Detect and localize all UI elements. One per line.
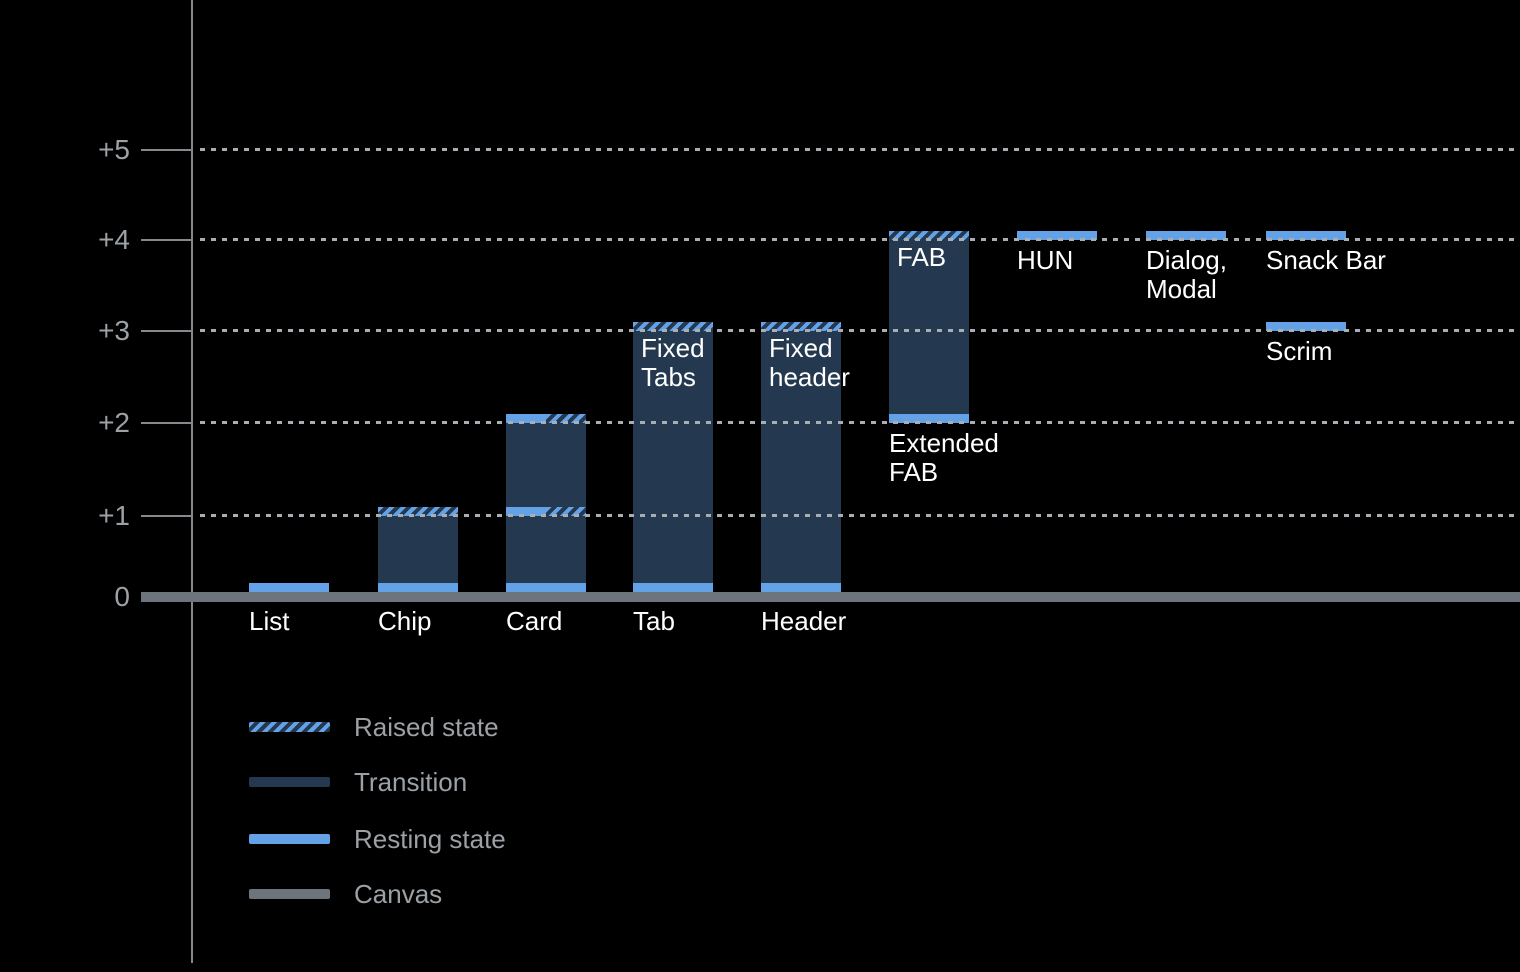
band-resting-list-l0 [249, 583, 329, 592]
legend-label-raised: Raised state [354, 712, 499, 742]
tick-mark-5 [141, 149, 193, 151]
bar-extended-fab [889, 231, 969, 423]
legend-label-resting: Resting state [354, 824, 506, 854]
gridline-5 [200, 148, 1520, 151]
legend-swatch-transition [249, 777, 330, 787]
canvas-line [141, 592, 1520, 602]
band-resting-card-l0 [506, 583, 586, 592]
band-raised-extended-fab-l4 [889, 231, 969, 240]
label-list-line: List [249, 606, 290, 636]
tick-label-4: +4 [98, 224, 130, 255]
legend-swatch-canvas [249, 889, 330, 899]
bar-header [761, 322, 841, 592]
band-raised-header-l3 [761, 322, 841, 331]
band-resting-half [506, 414, 546, 423]
legend-label-canvas: Canvas [354, 879, 443, 909]
tick-mark-3 [141, 330, 193, 332]
tick-mark-2 [141, 422, 193, 424]
tick-label-3: +3 [98, 315, 130, 346]
label-header: Header [761, 607, 846, 636]
label-list: List [249, 607, 289, 636]
inner-label-extended-fab-line: FAB [897, 242, 947, 272]
band-resting-header-l0 [761, 583, 841, 592]
band-raised-tab-l3 [633, 322, 713, 331]
band-resting-half [506, 507, 546, 516]
band-resting-dialog-modal-l4 [1146, 231, 1226, 240]
tick-label-2: +2 [98, 407, 130, 438]
inner-label-extended-fab: FAB [897, 243, 946, 272]
label-tab: Tab [633, 607, 675, 636]
bar-card [506, 414, 586, 592]
label-card: Card [506, 607, 562, 636]
inner-label-header: Fixed header [769, 334, 850, 392]
legend-swatch-resting [249, 834, 330, 844]
inner-label-tab-line: Fixed [641, 333, 705, 363]
gridline-1 [200, 514, 1520, 517]
tick-mark-1 [141, 515, 193, 517]
label-snack-bar: Snack Bar [1266, 246, 1386, 275]
inner-label-tab: Fixed Tabs [641, 334, 705, 392]
label-extended-fab-line: FAB [889, 457, 939, 487]
inner-label-tab-line: Tabs [641, 362, 696, 392]
label-extended-fab: Extended FAB [889, 429, 999, 487]
label-tab-line: Tab [633, 606, 675, 636]
gridline-2 [200, 421, 1520, 424]
label-dialog-modal-line: Modal [1146, 274, 1217, 304]
legend-label-transition: Transition [354, 767, 468, 797]
bar-chip [378, 507, 458, 592]
label-scrim-line: Scrim [1266, 336, 1333, 366]
label-card-line: Card [506, 606, 563, 636]
band-resting-scrim-l3 [1266, 322, 1346, 331]
label-snack-bar-line: Snack Bar [1266, 245, 1386, 275]
band-resting-tab-l0 [633, 583, 713, 592]
band-raised-chip-l1 [378, 507, 458, 516]
inner-label-header-line: header [769, 362, 850, 392]
y-axis-line [191, 0, 193, 963]
tick-label-0: 0 [114, 581, 130, 612]
label-chip: Chip [378, 607, 431, 636]
label-dialog-modal: Dialog, Modal [1146, 246, 1227, 304]
label-chip-line: Chip [378, 606, 432, 636]
label-hun: HUN [1017, 246, 1073, 275]
tick-label-5: +5 [98, 134, 130, 165]
legend-swatch-raised [249, 722, 330, 732]
gridline-3 [200, 329, 1520, 332]
band-resting-extended-fab-l2 [889, 414, 969, 423]
label-header-line: Header [761, 606, 847, 636]
band-split-card-l1 [506, 507, 586, 516]
label-hun-line: HUN [1017, 245, 1074, 275]
tick-label-1: +1 [98, 500, 130, 531]
bar-tab [633, 322, 713, 592]
gridline-4 [200, 238, 1520, 241]
label-extended-fab-line: Extended [889, 428, 999, 458]
label-dialog-modal-line: Dialog, [1146, 245, 1227, 275]
inner-label-header-line: Fixed [769, 333, 833, 363]
band-resting-hun-l4 [1017, 231, 1097, 240]
band-resting-snack-bar-l4 [1266, 231, 1346, 240]
band-split-card-l2 [506, 414, 586, 423]
band-resting-chip-l0 [378, 583, 458, 592]
band-raised-half [546, 414, 586, 423]
band-raised-half [546, 507, 586, 516]
tick-mark-4 [141, 239, 193, 241]
label-scrim: Scrim [1266, 337, 1332, 366]
